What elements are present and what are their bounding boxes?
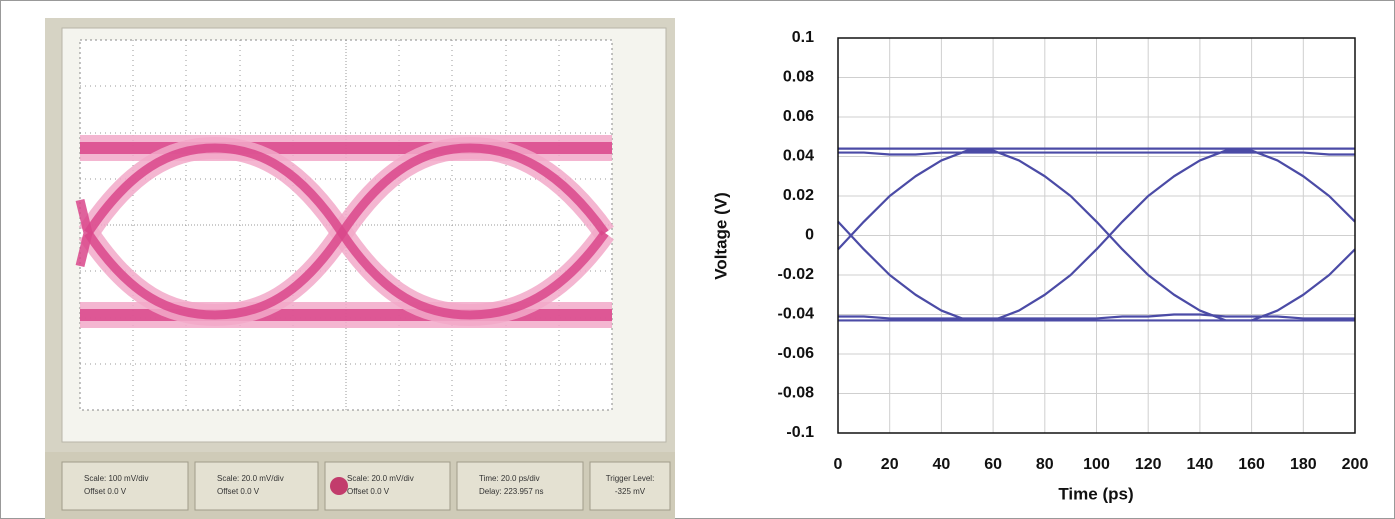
- y-tick-label: -0.08: [778, 385, 815, 402]
- x-tick-label: 60: [984, 456, 1002, 473]
- y-tick-label: 0.04: [783, 148, 814, 165]
- figure: Scale: 100 mV/div Offset 0.0 V Scale: 20.0…: [0, 0, 1395, 519]
- status-text: Scale: 20.0 mV/div: [217, 474, 284, 483]
- status-text: Scale: 100 mV/div: [84, 474, 148, 483]
- status-text: Offset 0.0 V: [347, 487, 390, 496]
- status-text: Delay: 223.957 ns: [479, 487, 544, 496]
- y-tick-label: -0.02: [778, 266, 815, 283]
- y-axis-title: Voltage (V): [711, 192, 730, 280]
- x-tick-label: 160: [1238, 456, 1265, 473]
- status-text: -325 mV: [615, 487, 646, 496]
- x-tick-label: 80: [1036, 456, 1054, 473]
- x-tick-label: 120: [1135, 456, 1162, 473]
- x-tick-label: 0: [834, 456, 843, 473]
- scope-panel: Scale: 100 mV/div Offset 0.0 V Scale: 20.0…: [45, 18, 675, 519]
- status-text: Time: 20.0 ps/div: [479, 474, 540, 483]
- x-tick-label: 140: [1187, 456, 1214, 473]
- y-tick-label: 0.08: [783, 69, 814, 86]
- y-tick-label: -0.06: [778, 345, 815, 362]
- y-tick-label: 0.02: [783, 187, 814, 204]
- channel-icon: [330, 477, 348, 495]
- x-tick-label: 20: [881, 456, 899, 473]
- y-tick-label: 0.1: [792, 29, 814, 46]
- x-tick-label: 200: [1342, 456, 1369, 473]
- x-tick-label: 100: [1083, 456, 1110, 473]
- y-tick-label: -0.1: [786, 424, 814, 441]
- x-tick-label: 180: [1290, 456, 1317, 473]
- status-box: [457, 462, 583, 510]
- page: Scale: 100 mV/div Offset 0.0 V Scale: 20.0…: [0, 0, 1395, 519]
- status-text: Offset 0.0 V: [217, 487, 260, 496]
- x-axis-title: Time (ps): [1058, 484, 1133, 503]
- status-text: Offset 0.0 V: [84, 487, 127, 496]
- x-tick-label: 40: [933, 456, 951, 473]
- status-boxes: Scale: 100 mV/div Offset 0.0 V Scale: 20.0…: [62, 462, 670, 510]
- status-text: Trigger Level:: [606, 474, 655, 483]
- y-tick-label: 0: [805, 227, 814, 244]
- status-box: [62, 462, 188, 510]
- y-tick-label: 0.06: [783, 108, 814, 125]
- status-box: [590, 462, 670, 510]
- status-text: Scale: 20.0 mV/div: [347, 474, 414, 483]
- y-tick-label: -0.04: [778, 306, 815, 323]
- status-box: [195, 462, 318, 510]
